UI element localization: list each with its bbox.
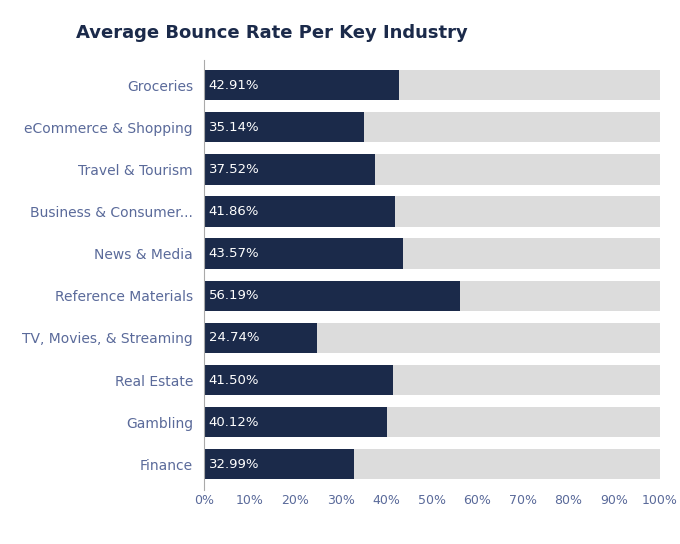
Bar xyxy=(204,196,660,227)
Text: 43.57%: 43.57% xyxy=(209,247,259,260)
Bar xyxy=(204,238,660,269)
Bar xyxy=(204,281,660,311)
Bar xyxy=(204,112,364,143)
Text: 24.74%: 24.74% xyxy=(209,331,259,344)
Bar xyxy=(204,365,393,395)
Bar xyxy=(204,407,660,437)
Bar xyxy=(204,449,660,479)
Text: Average Bounce Rate Per Key Industry: Average Bounce Rate Per Key Industry xyxy=(76,23,469,42)
Text: 41.50%: 41.50% xyxy=(209,374,259,387)
Bar xyxy=(204,196,394,227)
Text: 42.91%: 42.91% xyxy=(209,79,259,91)
Bar xyxy=(204,70,399,100)
Bar xyxy=(204,449,354,479)
Bar xyxy=(204,281,460,311)
Bar xyxy=(204,154,660,184)
Bar xyxy=(204,112,660,143)
Bar xyxy=(204,407,387,437)
Bar xyxy=(204,323,317,353)
Text: 56.19%: 56.19% xyxy=(209,289,259,302)
Bar xyxy=(204,238,403,269)
Text: 32.99%: 32.99% xyxy=(209,458,259,471)
Text: 41.86%: 41.86% xyxy=(209,205,259,218)
Bar xyxy=(204,154,375,184)
Text: 35.14%: 35.14% xyxy=(209,121,259,134)
Bar xyxy=(204,70,660,100)
Bar xyxy=(204,323,660,353)
Bar xyxy=(204,365,660,395)
Text: 40.12%: 40.12% xyxy=(209,416,259,429)
Text: 37.52%: 37.52% xyxy=(209,163,259,176)
